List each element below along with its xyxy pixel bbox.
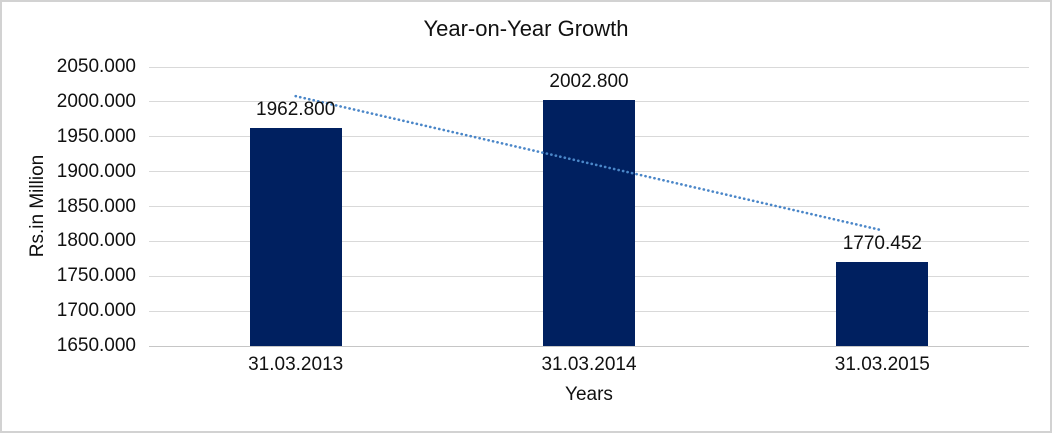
bar-value-label: 2002.800 — [549, 70, 629, 92]
x-tick-label: 31.03.2014 — [541, 354, 637, 375]
x-tick-label: 31.03.2015 — [834, 354, 930, 375]
bar-value-label: 1770.452 — [842, 232, 922, 254]
y-tick-label: 1900.000 — [56, 160, 136, 182]
y-tick-label: 2050.000 — [56, 56, 136, 77]
y-tick-label: 1650.000 — [56, 335, 136, 356]
bar-31.03.2013 — [249, 127, 342, 346]
y-tick-label: 1850.000 — [56, 195, 136, 217]
x-tick-label: 31.03.2013 — [248, 354, 344, 375]
y-tick-label: 1700.000 — [56, 300, 136, 322]
y-tick-label: 1750.000 — [56, 265, 136, 287]
chart-title: Year-on-Year Growth — [423, 16, 629, 41]
y-tick-label: 2000.000 — [56, 90, 136, 112]
bar-value-label: 1962.800 — [256, 98, 336, 120]
y-tick-label: 1950.000 — [56, 125, 136, 147]
bar-31.03.2015 — [836, 261, 929, 346]
y-tick-label: 1800.000 — [56, 230, 136, 252]
x-axis-title: Years — [565, 384, 613, 405]
gridline — [149, 66, 1029, 68]
x-axis-line — [149, 345, 1029, 347]
bar-31.03.2014 — [543, 99, 635, 346]
